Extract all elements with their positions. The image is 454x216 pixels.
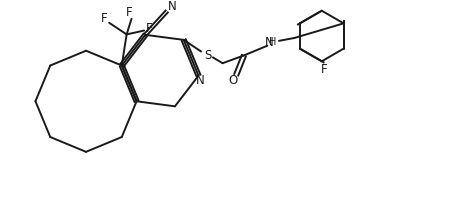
Text: F: F: [146, 22, 152, 35]
Text: S: S: [204, 49, 212, 62]
Text: N: N: [168, 0, 177, 13]
Text: N: N: [196, 74, 205, 87]
Text: N: N: [265, 36, 274, 49]
Text: F: F: [126, 6, 133, 19]
Text: O: O: [229, 74, 238, 87]
Text: H: H: [270, 37, 277, 47]
Text: F: F: [321, 63, 327, 76]
Text: F: F: [101, 12, 108, 25]
